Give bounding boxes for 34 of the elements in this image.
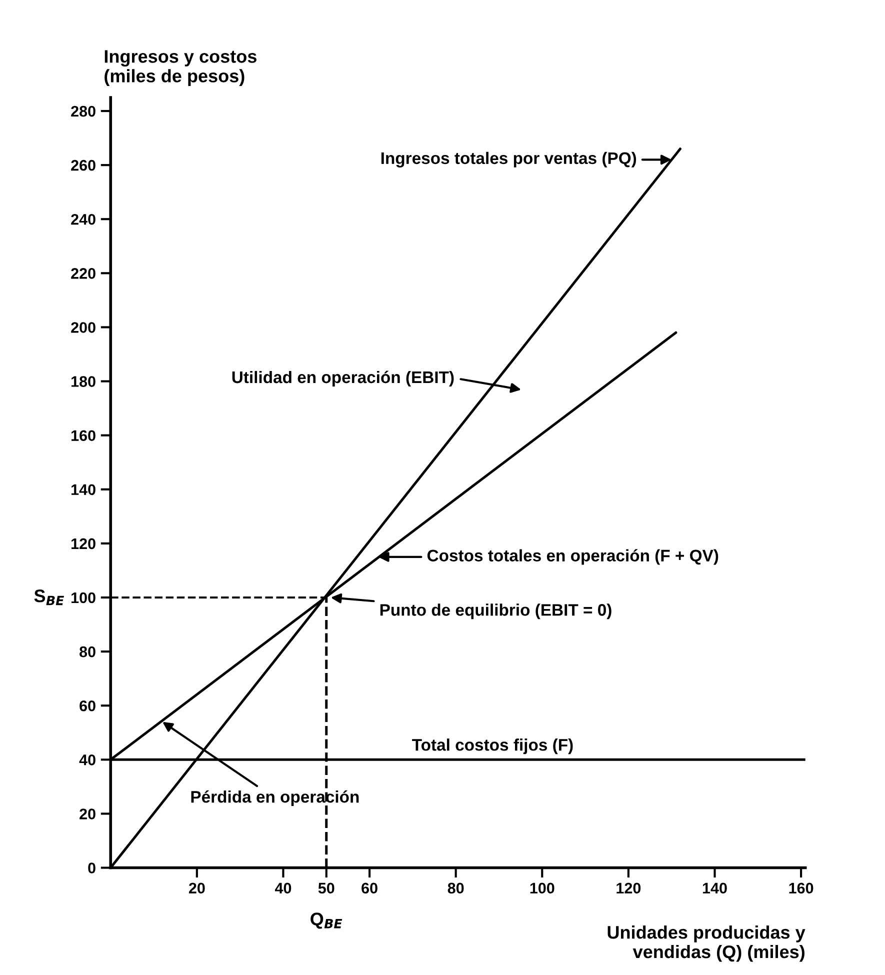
- y-tick-label: 200: [71, 322, 96, 333]
- y-tick-label: 180: [72, 376, 96, 387]
- y-tick-label: 100: [72, 592, 96, 604]
- x-tick-label: 140: [702, 882, 727, 894]
- x-tick-label: 50: [318, 882, 334, 894]
- series-label: Total costos fijos (F): [412, 738, 573, 754]
- y-tick-label: 120: [72, 538, 96, 550]
- y-tick-label: 40: [79, 754, 96, 766]
- x-tick-label: 100: [530, 882, 554, 894]
- x-tick-label: 160: [789, 882, 814, 894]
- ref-line-label: Q$_{BE}$: [310, 912, 342, 929]
- y-tick-label: 280: [71, 106, 96, 117]
- annotation: Punto de equilibrio (EBIT = 0): [380, 604, 612, 620]
- y-tick-label: 80: [80, 646, 96, 658]
- x-tick-label: 20: [188, 882, 205, 894]
- y-tick-label: 0: [88, 862, 96, 874]
- y-tick-label: 60: [80, 700, 96, 712]
- y-tick-label: 220: [71, 268, 96, 279]
- x-tick-label: 60: [362, 882, 378, 894]
- annotation: Pérdida en operación: [191, 790, 359, 806]
- y-tick-label: 140: [72, 484, 96, 496]
- y-tick-label: 240: [71, 214, 96, 225]
- ref-line-label: S$_{BE}$: [34, 590, 64, 606]
- y-axis-title: Ingresos y costos (miles de pesos): [104, 50, 256, 86]
- annotation: Utilidad en operación (EBIT): [232, 370, 454, 386]
- y-tick-label: 260: [71, 160, 96, 171]
- y-tick-label: 160: [72, 430, 96, 442]
- annotation: Ingresos totales por ventas (PQ): [381, 152, 636, 168]
- y-tick-label: 20: [80, 808, 96, 820]
- x-tick-label: 80: [448, 882, 464, 894]
- x-tick-label: 120: [616, 882, 641, 894]
- x-tick-label: 40: [274, 882, 292, 894]
- annotation: Costos totales en operación (F + QV): [427, 549, 718, 565]
- x-axis-title: Unidades producidas y vendidas (Q) (miles): [608, 926, 806, 962]
